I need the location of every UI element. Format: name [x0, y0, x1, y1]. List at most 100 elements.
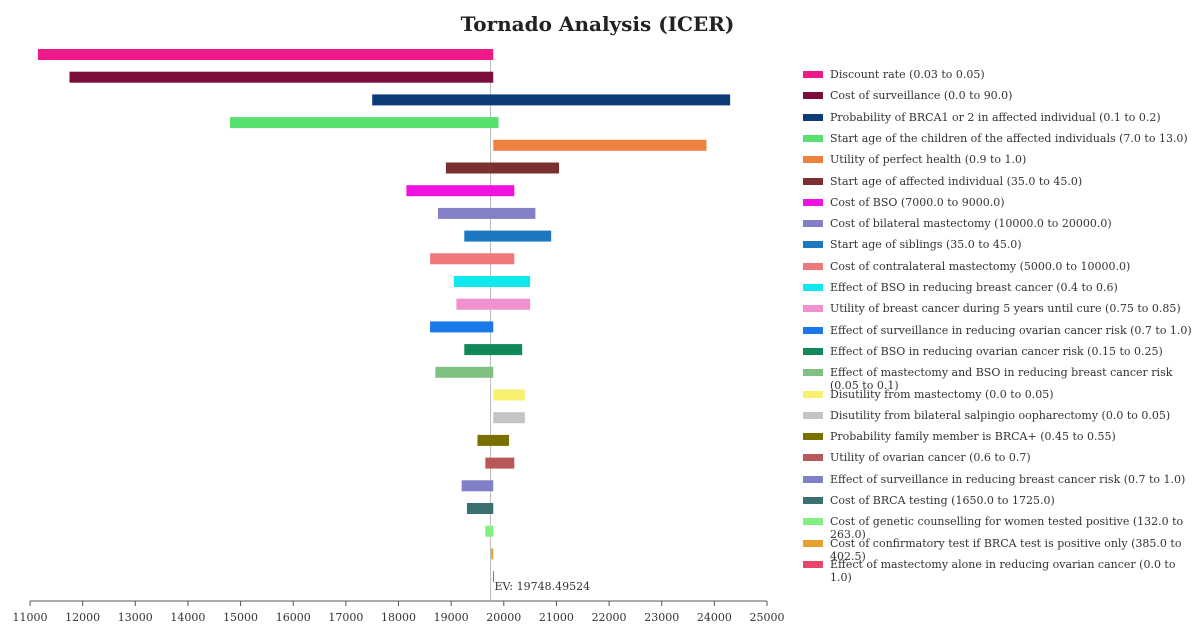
- x-tick-label: 15000: [223, 611, 258, 624]
- legend-swatch: [803, 369, 823, 377]
- tornado-bar: [464, 344, 523, 356]
- legend-swatch: [803, 390, 823, 398]
- legend-item: Discount rate (0.03 to 0.05): [803, 68, 1193, 81]
- x-tick-label: 14000: [170, 611, 205, 624]
- legend-label: Cost of surveillance (0.0 to 90.0): [830, 89, 1013, 103]
- legend-label: Probability of BRCA1 or 2 in affected in…: [830, 110, 1161, 124]
- legend-item: Cost of confirmatory test if BRCA test i…: [803, 537, 1193, 563]
- tornado-bar: [445, 162, 560, 174]
- x-tick-label: 16000: [276, 611, 311, 624]
- legend-swatch: [803, 262, 823, 270]
- tornado-chart: 11000 12000 13000 14000 15000 16000 17000 18000…: [13, 49, 785, 624]
- legend-item: Effect of BSO in reducing breast cancer …: [803, 281, 1193, 294]
- legend-item: Start age of affected individual (35.0 t…: [803, 175, 1193, 188]
- x-tick-label: 13000: [118, 611, 153, 624]
- x-tick-label: 23000: [644, 611, 679, 624]
- legend-item: Utility of breast cancer during 5 years …: [803, 302, 1193, 315]
- legend-swatch: [803, 92, 823, 100]
- tornado-bar: [406, 185, 515, 197]
- x-tick-label: 17000: [328, 611, 363, 624]
- legend-swatch: [803, 198, 823, 206]
- legend-item: Start age of the children of the affecte…: [803, 132, 1193, 145]
- legend-label: Effect of mastectomy and BSO in reducing…: [830, 366, 1173, 393]
- legend-swatch: [803, 220, 823, 228]
- legend-swatch: [803, 326, 823, 334]
- legend-label: Cost of confirmatory test if BRCA test i…: [830, 536, 1182, 563]
- legend-item: Utility of perfect health (0.9 to 1.0): [803, 153, 1193, 166]
- tornado-bar: [230, 117, 499, 129]
- legend-swatch: [803, 539, 823, 547]
- legend-label: Cost of genetic counselling for women te…: [830, 515, 1184, 542]
- legend-item: Cost of surveillance (0.0 to 90.0): [803, 89, 1193, 102]
- x-tick-label: 20000: [486, 611, 521, 624]
- legend-item: Disutility from bilateral salpingio ooph…: [803, 409, 1193, 422]
- legend-label: Disutility from mastectomy (0.0 to 0.05): [830, 387, 1054, 401]
- tornado-bar: [466, 503, 494, 514]
- legend-item: Cost of BSO (7000.0 to 9000.0): [803, 196, 1193, 209]
- tornado-bar: [493, 412, 525, 424]
- legend-label: Effect of surveillance in reducing breas…: [830, 472, 1186, 486]
- legend-label: Start age of siblings (35.0 to 45.0): [830, 238, 1022, 252]
- legend-item: Probability family member is BRCA+ (0.45…: [803, 430, 1193, 443]
- tornado-bar: [430, 321, 494, 333]
- x-tick-label: 11000: [13, 611, 48, 624]
- x-tick-label: 19000: [434, 611, 469, 624]
- legend-swatch: [803, 518, 823, 526]
- legend-label: Probability family member is BRCA+ (0.45…: [830, 430, 1116, 444]
- ev-label: EV: 19748.49524: [495, 580, 591, 593]
- legend-swatch: [803, 433, 823, 441]
- legend-swatch: [803, 560, 823, 568]
- legend-item: Cost of genetic counselling for women te…: [803, 515, 1193, 541]
- legend-swatch: [803, 241, 823, 249]
- legend-label: Effect of surveillance in reducing ovari…: [830, 323, 1192, 337]
- tornado-bar: [485, 525, 494, 537]
- legend-swatch: [803, 113, 823, 121]
- tornado-bar: [477, 434, 510, 446]
- x-tick-label: 25000: [750, 611, 785, 624]
- tornado-bar: [37, 49, 494, 60]
- tornado-bar: [430, 253, 515, 265]
- legend-label: Utility of perfect health (0.9 to 1.0): [830, 153, 1027, 167]
- x-tick-label: 24000: [697, 611, 732, 624]
- legend-swatch: [803, 156, 823, 164]
- legend-item: Effect of mastectomy and BSO in reducing…: [803, 366, 1193, 392]
- tornado-bar: [435, 366, 494, 378]
- x-tick-label: 22000: [592, 611, 627, 624]
- legend-swatch: [803, 305, 823, 313]
- tornado-bar: [493, 389, 525, 401]
- legend-item: Probability of BRCA1 or 2 in affected in…: [803, 111, 1193, 124]
- legend-swatch: [803, 347, 823, 355]
- tornado-bar: [461, 480, 494, 492]
- legend-swatch: [803, 454, 823, 462]
- tornado-bar: [456, 298, 531, 310]
- legend-label: Discount rate (0.03 to 0.05): [830, 68, 985, 81]
- tornado-bar: [372, 94, 731, 106]
- legend-item: Effect of BSO in reducing ovarian cancer…: [803, 345, 1193, 358]
- legend-item: Effect of surveillance in reducing breas…: [803, 473, 1193, 486]
- legend-swatch: [803, 475, 823, 483]
- tornado-bar: [485, 457, 515, 469]
- tornado-bar: [437, 207, 536, 219]
- tornado-bar: [464, 230, 552, 242]
- legend-swatch: [803, 497, 823, 504]
- tornado-bar: [69, 71, 494, 83]
- tornado-bar: [453, 276, 531, 287]
- x-tick-label: 21000: [539, 611, 574, 624]
- legend-swatch: [803, 71, 823, 78]
- chart-title: Tornado Analysis (ICER): [460, 12, 735, 36]
- legend-label: Cost of contralateral mastectomy (5000.0…: [830, 259, 1131, 273]
- legend-item: Start age of siblings (35.0 to 45.0): [803, 238, 1193, 251]
- legend-swatch: [803, 134, 823, 142]
- legend-label: Cost of BRCA testing (1650.0 to 1725.0): [830, 494, 1055, 507]
- legend-label: Effect of mastectomy alone in reducing o…: [830, 557, 1176, 584]
- legend-item: Disutility from mastectomy (0.0 to 0.05): [803, 388, 1193, 401]
- legend-swatch: [803, 411, 823, 419]
- legend-label: Effect of BSO in reducing ovarian cancer…: [830, 344, 1163, 358]
- legend-label: Utility of ovarian cancer (0.6 to 0.7): [830, 451, 1031, 465]
- legend-item: Cost of contralateral mastectomy (5000.0…: [803, 260, 1193, 273]
- tornado-bar: [491, 548, 494, 560]
- tornado-bar: [493, 139, 707, 151]
- legend-item: Effect of surveillance in reducing ovari…: [803, 324, 1193, 337]
- legend-item: Cost of bilateral mastectomy (10000.0 to…: [803, 217, 1193, 230]
- legend-label: Disutility from bilateral salpingio ooph…: [830, 408, 1171, 422]
